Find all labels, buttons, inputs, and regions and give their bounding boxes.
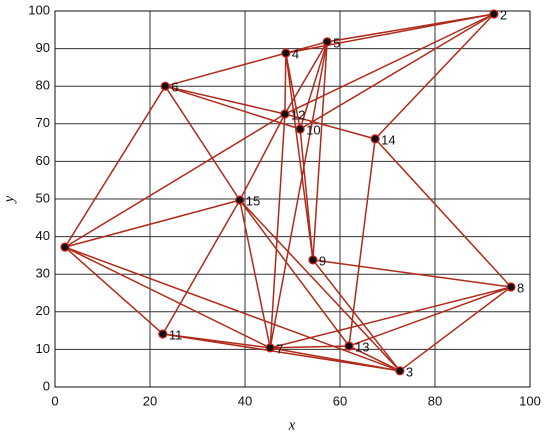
node-label: 15 [246,194,260,209]
edge [162,199,241,335]
edge [348,286,512,347]
edge [312,259,401,372]
y-tick-label: 80 [36,78,50,93]
edge [299,41,328,130]
node-label: 5 [333,35,340,50]
edge [399,286,512,372]
y-tick-label: 30 [36,266,50,281]
edge [270,347,400,372]
edge [269,286,512,349]
node-label: 12 [291,107,305,122]
edge [299,128,314,260]
edge [374,13,495,140]
node [280,109,290,119]
edge [269,41,328,349]
node [160,81,170,91]
edge [270,345,350,349]
edge [284,13,495,115]
edge [285,53,314,261]
y-tick-label: 60 [36,153,50,168]
edge [284,53,287,115]
edge [299,13,495,130]
y-tick-label: 40 [36,228,50,243]
edge [64,199,240,248]
edge [64,246,271,349]
edge [284,113,376,140]
node-label: 6 [171,80,178,95]
edge [348,345,401,372]
edge [64,113,286,248]
node-label: 14 [381,132,395,147]
edge [239,113,286,201]
edge [327,13,495,43]
y-tick-label: 90 [36,40,50,55]
edge [64,85,166,248]
y-tick-label: 100 [28,2,50,17]
x-tick-label: 40 [238,393,252,408]
edge [64,246,401,372]
node [322,37,332,47]
edge [285,52,301,130]
x-tick-label: 80 [428,393,442,408]
y-tick-label: 70 [36,115,50,130]
node [281,48,291,58]
node [235,195,245,205]
x-tick-label: 100 [519,393,541,408]
node-label: 2 [500,7,507,22]
edge [374,138,512,288]
edge [165,52,287,87]
node-label: 8 [517,280,524,295]
x-tick-label: 20 [143,393,157,408]
node-label: 9 [319,253,326,268]
y-tick-label: 20 [36,303,50,318]
edge [348,138,376,347]
edge [312,259,512,288]
y-axis-label: y [1,195,17,204]
x-tick-label: 0 [51,393,58,408]
edge [312,41,328,260]
edge [269,113,286,348]
y-tick-label: 10 [36,341,50,356]
x-axis-label: x [288,417,296,433]
node [265,343,275,353]
edge [165,85,286,115]
node-label: 4 [292,47,299,62]
edge [164,85,241,201]
edge [284,41,328,115]
node-label: 13 [355,339,369,354]
node [295,124,305,134]
node [395,366,405,376]
node-label: 7 [276,341,283,356]
node-label: 10 [306,123,320,138]
node [344,341,354,351]
node-label: 3 [406,364,413,379]
x-tick-label: 60 [333,393,347,408]
node [308,255,318,265]
edge [64,246,164,335]
edge [162,333,400,372]
node [370,134,380,144]
edge [239,199,271,349]
node [158,329,168,339]
y-tick-label: 0 [43,378,50,393]
node [60,242,70,252]
node [506,282,516,292]
plot-frame [54,10,531,388]
node-label: 11 [169,327,183,342]
y-tick-label: 50 [36,190,50,205]
edge [164,85,301,130]
edge [239,199,401,372]
node [489,9,499,19]
edge [239,199,350,347]
